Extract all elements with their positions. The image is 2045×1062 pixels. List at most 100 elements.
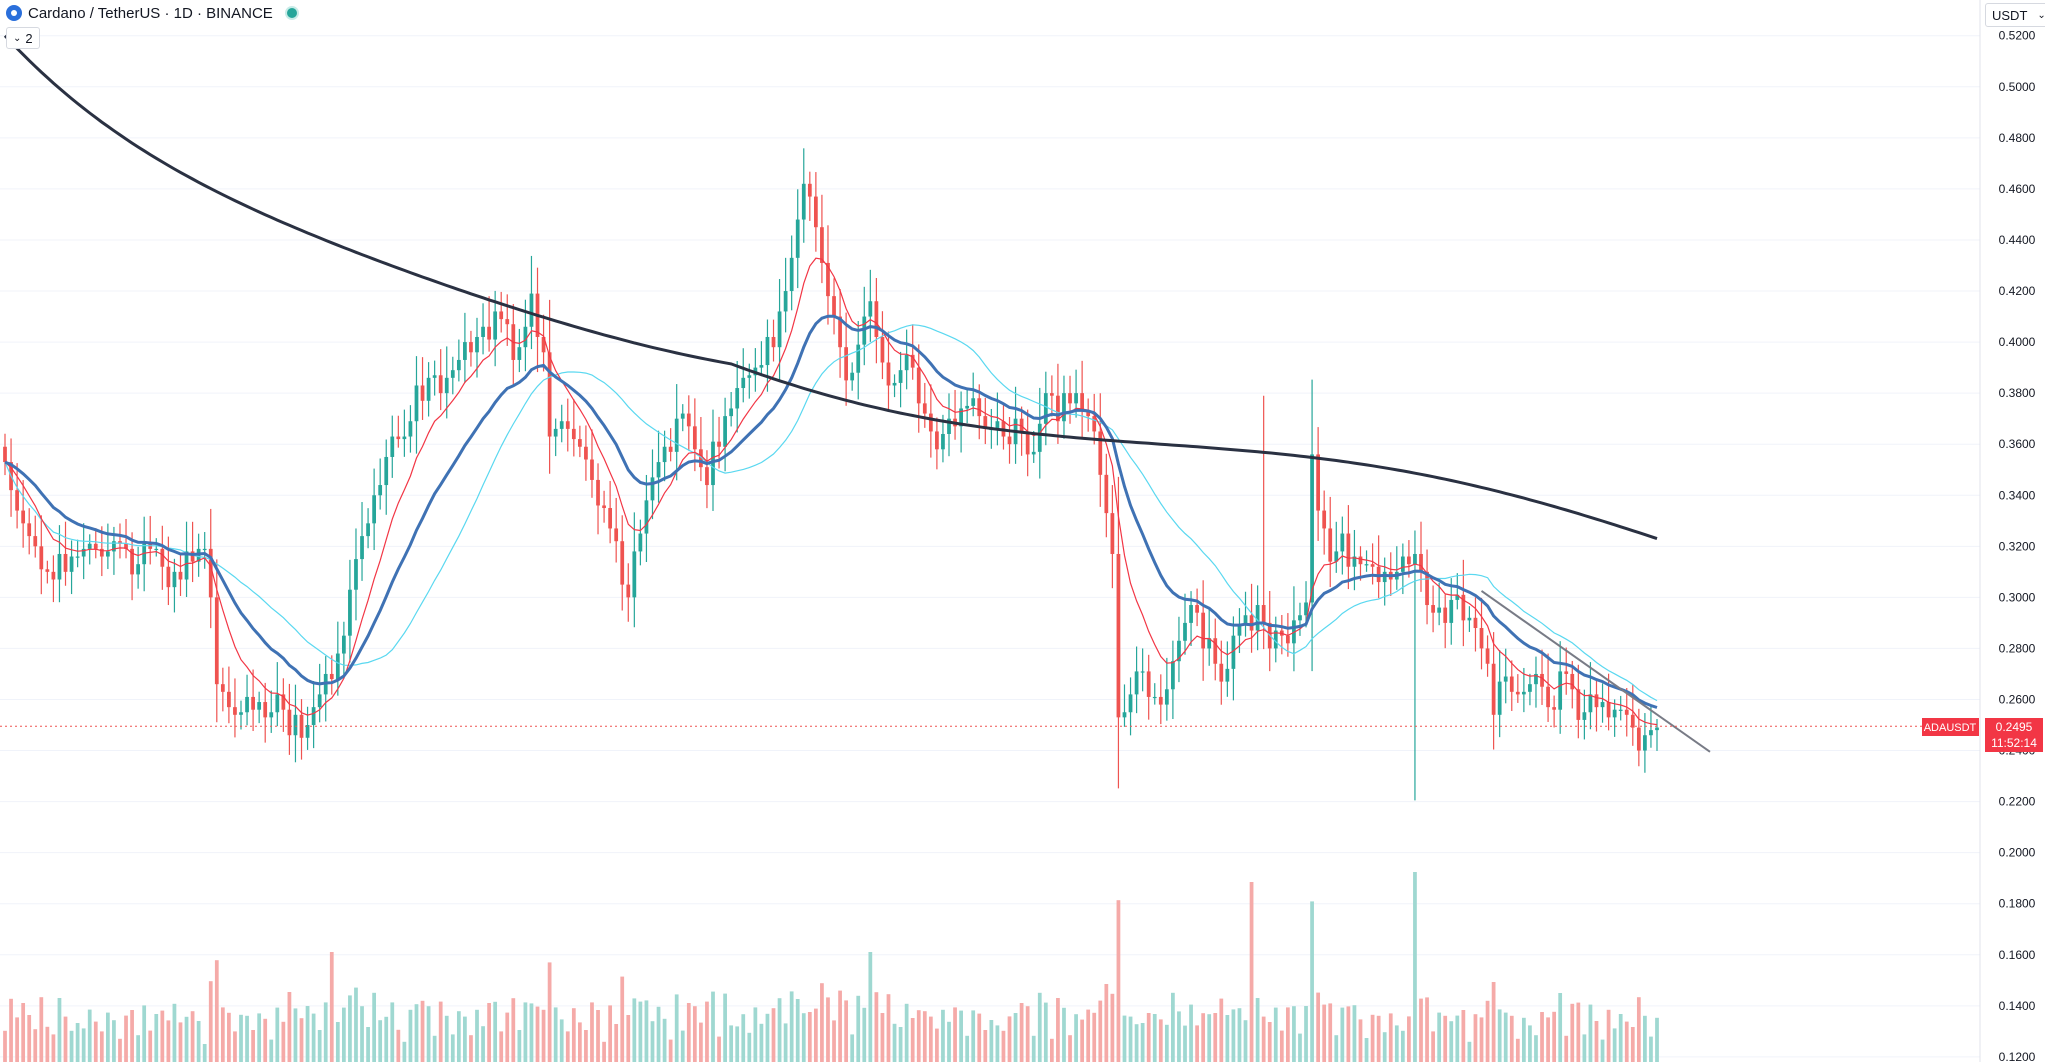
- candle-body: [142, 543, 147, 565]
- candle-body: [305, 725, 310, 738]
- candle-body: [63, 553, 68, 572]
- volume-bar: [432, 1035, 437, 1062]
- candle-body: [69, 556, 74, 572]
- candle-body: [1098, 431, 1103, 475]
- ma-200-line: [3, 34, 1658, 541]
- volume-bar: [245, 1015, 249, 1062]
- candle-body: [1092, 416, 1097, 432]
- candle-body: [747, 375, 752, 378]
- bar-countdown: 11:52:14: [1991, 736, 2037, 750]
- candle-body: [1031, 451, 1036, 455]
- market-open-status-icon: [284, 6, 299, 20]
- candle-body: [287, 709, 292, 736]
- volume-bar: [1279, 1030, 1284, 1062]
- price-tick-label: 0.4400: [1999, 233, 2036, 247]
- volume-bar: [1552, 1011, 1557, 1062]
- volume-bar: [341, 1007, 346, 1062]
- candle-body: [378, 485, 383, 496]
- volume-bar: [614, 1024, 619, 1062]
- candle-body: [529, 293, 534, 327]
- volume-bar: [1225, 1015, 1230, 1062]
- volume-bar: [1231, 1009, 1236, 1062]
- candle-body: [1564, 671, 1569, 674]
- candle-body: [1431, 605, 1435, 613]
- candle-body: [1352, 556, 1357, 567]
- volume-bar: [680, 1030, 685, 1062]
- trend-line[interactable]: [1480, 590, 1711, 753]
- candle-body: [1134, 671, 1139, 695]
- volume-bar: [916, 1010, 921, 1062]
- candle-body: [941, 433, 945, 450]
- candle-body: [759, 365, 764, 368]
- volume-bar: [487, 1003, 491, 1062]
- volume-bar: [1285, 1007, 1290, 1062]
- volume-bar: [862, 1007, 867, 1062]
- candle-body: [1400, 556, 1405, 572]
- volume-bar: [1049, 1038, 1054, 1062]
- volume-bar: [499, 1031, 504, 1062]
- volume-bar: [354, 987, 358, 1062]
- volume-bar: [1443, 1015, 1448, 1062]
- volume-bar: [1304, 1006, 1308, 1062]
- candle-body: [1189, 605, 1193, 623]
- volume-bar: [1164, 1024, 1169, 1062]
- candle-body: [33, 536, 38, 547]
- price-grid: [0, 35, 1980, 1058]
- volume-bar: [1098, 1000, 1103, 1062]
- volume-bar: [977, 1013, 982, 1062]
- candle-body: [1491, 663, 1496, 715]
- volume-bar: [1528, 1025, 1532, 1062]
- candle-body: [820, 227, 824, 263]
- volume-bar: [142, 1005, 147, 1062]
- volume-bar: [1467, 1041, 1472, 1062]
- candle-body: [584, 446, 588, 460]
- candle-body: [590, 459, 594, 480]
- candle-body: [892, 382, 897, 386]
- currency-select[interactable]: USDT ⌄: [1985, 3, 2045, 27]
- candle-body: [27, 523, 32, 537]
- price-axis[interactable]: 0.5200 0.5000 0.4800 0.4600 0.4400 0.4200 0.40…: [1979, 0, 2036, 1062]
- candle-body: [1298, 615, 1302, 621]
- volume-bar: [874, 992, 879, 1062]
- candle-body: [1528, 684, 1532, 692]
- candle-body: [832, 296, 836, 317]
- candle-body: [614, 528, 619, 542]
- price-tick-label: 0.2200: [1999, 795, 2036, 809]
- volume-bar: [323, 1002, 328, 1062]
- candle-body: [239, 712, 243, 715]
- candle-body: [493, 311, 498, 340]
- indicators-collapse-button[interactable]: ⌄ 2: [6, 27, 40, 49]
- volume-bar: [148, 1030, 153, 1062]
- volume-bar: [747, 1032, 752, 1062]
- volume-bar: [317, 1030, 322, 1062]
- candle-body: [1437, 607, 1442, 613]
- symbol-header[interactable]: Cardano / TetherUS · 1D · BINANCE: [6, 3, 299, 23]
- volume-bar: [475, 1009, 479, 1062]
- indicator-count: 2: [25, 30, 33, 46]
- volume-bar: [372, 992, 377, 1062]
- volume-bar: [1618, 1014, 1623, 1062]
- candle-body: [1080, 393, 1085, 412]
- volume-bar: [1407, 1016, 1411, 1062]
- candle-body: [922, 403, 927, 414]
- candle-body: [1503, 676, 1508, 682]
- candle-body: [402, 436, 407, 440]
- volume-bar: [1116, 900, 1121, 1062]
- candle-body: [1195, 605, 1199, 613]
- volume-bar: [868, 952, 873, 1062]
- candle-body: [269, 712, 274, 718]
- volume-bar: [1521, 1017, 1526, 1062]
- candles: [3, 148, 1659, 801]
- price-tick-label: 0.2800: [1999, 641, 2036, 655]
- volume-bar: [136, 1035, 141, 1062]
- volume-bar: [45, 1026, 50, 1062]
- volume-bar: [801, 1013, 806, 1062]
- candle-body: [1316, 454, 1321, 511]
- candle-body: [99, 548, 104, 557]
- price-tick-label: 0.2000: [1999, 846, 2036, 860]
- candle-body: [1207, 638, 1212, 649]
- currency-label: USDT: [1992, 7, 2028, 23]
- candle-body: [15, 490, 19, 511]
- candle-body: [935, 431, 939, 450]
